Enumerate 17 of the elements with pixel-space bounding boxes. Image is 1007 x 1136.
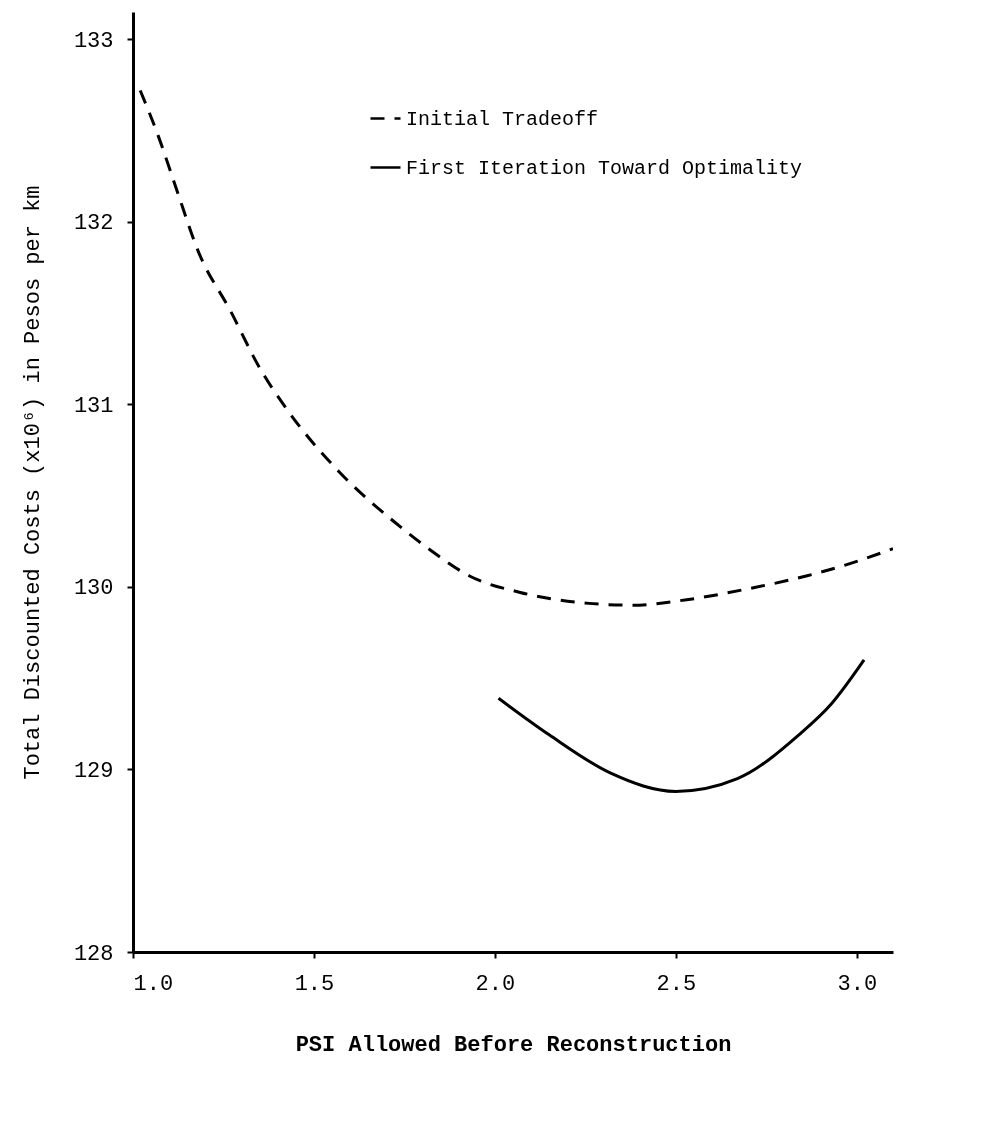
x-axis-title: PSI Allowed Before Reconstruction: [295, 1032, 732, 1058]
y-tick-label: 128: [73, 941, 114, 967]
line-series: [138, 88, 893, 607]
y-axis-title: Total Discounted Costs (x10⁶) in Pesos per km: [20, 185, 46, 780]
y-tick-label: 130: [73, 576, 114, 602]
x-tick-label: 1.5: [294, 971, 335, 997]
x-tick-label: 2.0: [475, 971, 516, 997]
y-tick-label: 129: [73, 758, 114, 784]
x-tick-label: 1.0: [133, 971, 174, 997]
y-tick-label: 132: [73, 211, 114, 237]
legend-label: Initial Tradeoff: [406, 107, 599, 131]
y-tick-label: 131: [73, 393, 114, 419]
y-tick-label: 133: [73, 28, 114, 54]
line-series: [497, 658, 866, 793]
x-tick-label: 2.5: [656, 971, 697, 997]
x-tick-label: 3.0: [837, 971, 878, 997]
legend-label: First Iteration Toward Optimality: [406, 156, 803, 180]
